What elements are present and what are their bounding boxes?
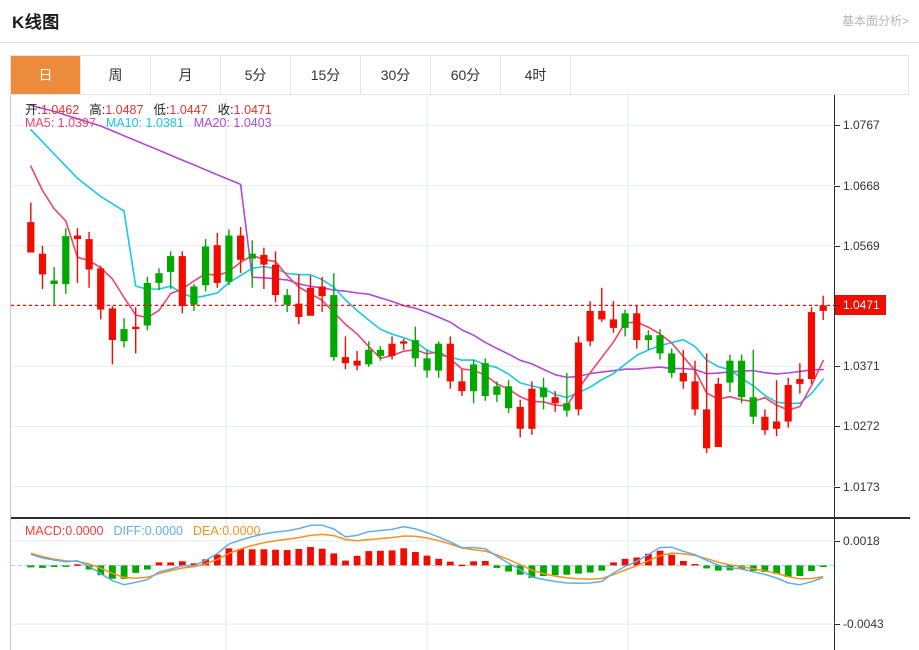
- fundamental-analysis-link[interactable]: 基本面分析>: [841, 14, 909, 28]
- axis-tick-mark: [834, 305, 840, 307]
- macd-axis-tick: 0.0018: [843, 533, 880, 548]
- axis-tick-mark: [834, 486, 840, 488]
- panel-divider: [11, 517, 910, 519]
- page-header: K线图 基本面分析>: [0, 0, 919, 43]
- price-axis-tick: 1.0272: [843, 419, 880, 434]
- chart-frame: 开:1.0462 高:1.0487 低:1.0447 收:1.0471 MA5: 1.…: [10, 95, 910, 650]
- tab-bar-filler: [571, 56, 908, 94]
- page-title: K线图: [12, 13, 60, 32]
- price-panel[interactable]: 开:1.0462 高:1.0487 低:1.0447 收:1.0471 MA5: 1.…: [11, 95, 910, 517]
- y-axis-line: [834, 95, 835, 650]
- axis-tick-mark: [834, 426, 840, 428]
- axis-tick-mark: [834, 125, 840, 127]
- tab-4hour[interactable]: 4时: [501, 56, 571, 94]
- tab-15min[interactable]: 15分: [291, 56, 361, 94]
- candlestick-plot[interactable]: [11, 95, 835, 517]
- axis-tick-mark: [834, 366, 840, 368]
- tab-week[interactable]: 周: [81, 56, 151, 94]
- macd-plot[interactable]: [11, 519, 835, 650]
- axis-tick-mark: [834, 245, 840, 247]
- tab-month[interactable]: 月: [151, 56, 221, 94]
- price-axis-tick: 1.0173: [843, 479, 880, 494]
- last-price-badge: 1.0471: [835, 295, 886, 316]
- tab-5min[interactable]: 5分: [221, 56, 291, 94]
- axis-tick-mark: [834, 185, 840, 187]
- tab-60min[interactable]: 60分: [431, 56, 501, 94]
- macd-axis-tick: -0.0043: [843, 617, 884, 632]
- period-tab-bar: 日 周 月 5分 15分 30分 60分 4时: [10, 55, 909, 95]
- macd-panel[interactable]: MACD:0.0000 DIFF:0.0000 DEA:0.0000: [11, 519, 910, 650]
- price-axis-tick: 1.0569: [843, 238, 880, 253]
- tab-day[interactable]: 日: [11, 56, 81, 94]
- tab-30min[interactable]: 30分: [361, 56, 431, 94]
- price-axis-tick: 1.0371: [843, 359, 880, 374]
- axis-tick-mark: [834, 540, 840, 542]
- price-axis-tick: 1.0668: [843, 178, 880, 193]
- price-axis-tick: 1.0767: [843, 118, 880, 133]
- axis-tick-mark: [834, 624, 840, 626]
